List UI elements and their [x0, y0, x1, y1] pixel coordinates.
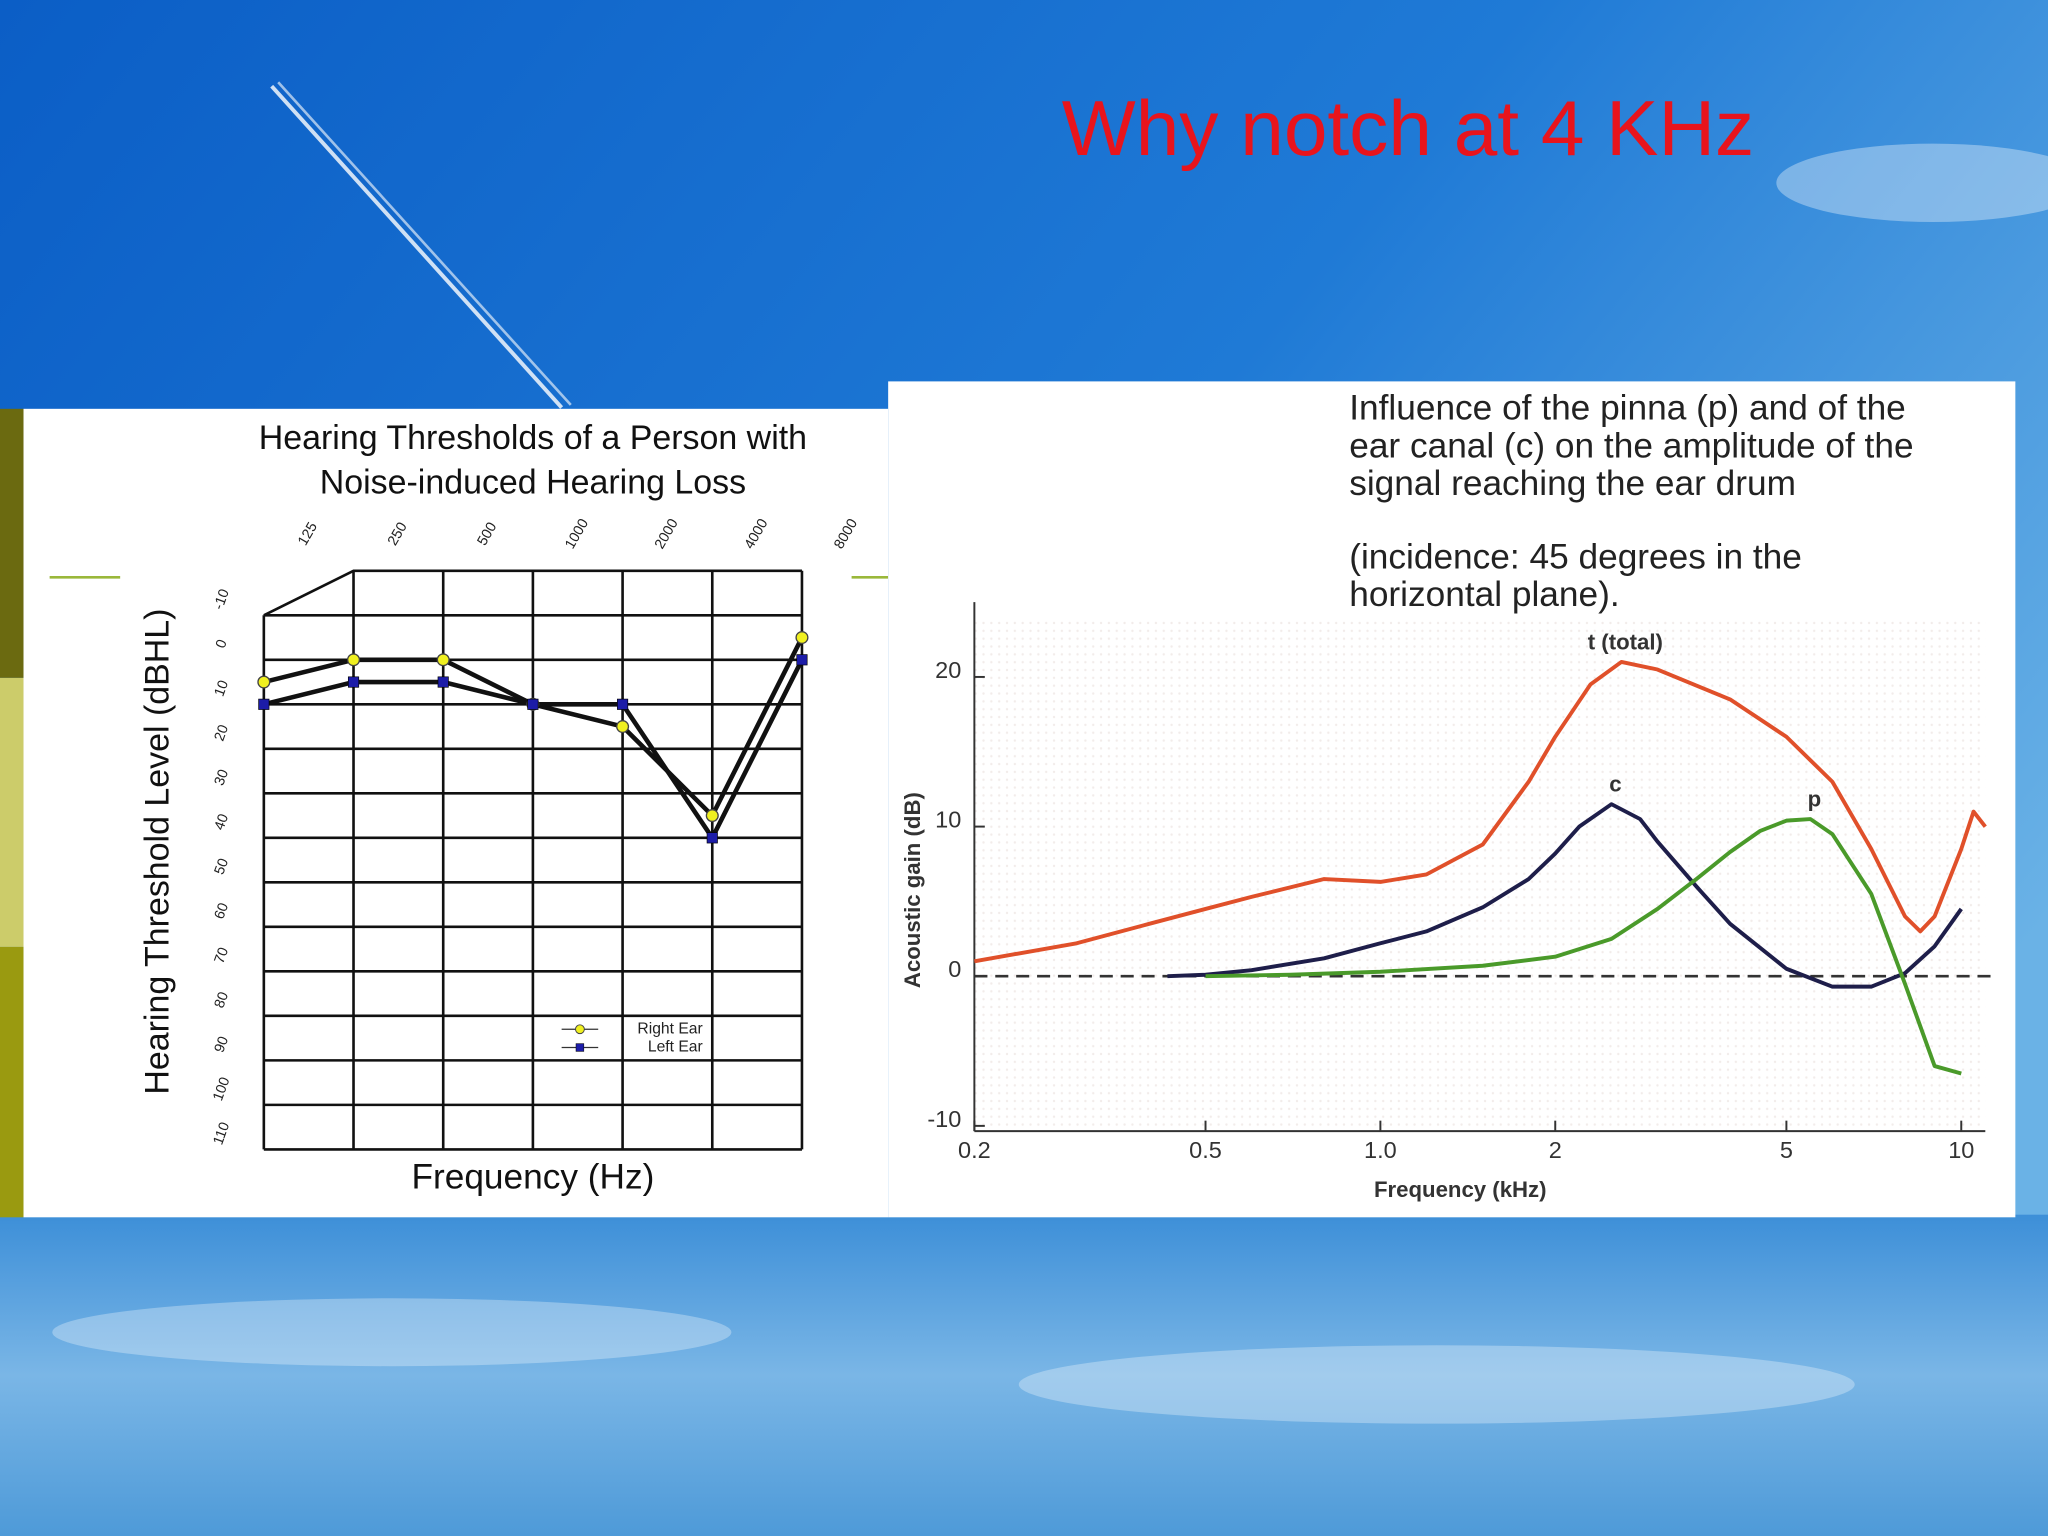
marker [705, 809, 719, 823]
audiogram: Hearing Thresholds of a Person with Noise… [138, 419, 861, 1197]
marker [706, 832, 718, 844]
marker [795, 631, 809, 645]
x-tick-label: 5 [1780, 1137, 1793, 1163]
y-axis-label: Hearing Threshold Level (dBHL) [138, 609, 176, 1095]
legend-label: Right Ear [637, 1020, 702, 1037]
series-label: t (total) [1588, 630, 1663, 655]
y-tick-label: 110 [210, 1120, 233, 1147]
y-tick-label: 30 [212, 767, 233, 787]
marker [617, 698, 629, 710]
sidebar-band [0, 408, 24, 678]
marker [347, 676, 360, 688]
marker [616, 720, 630, 734]
cloud [52, 1298, 732, 1367]
plot-area [974, 620, 1986, 1129]
slide-title: Why notch at 4 KHz [1062, 84, 1754, 172]
marker [527, 698, 539, 710]
y-tick-label: 0 [948, 956, 961, 982]
x-tick-label: 2 [1549, 1137, 1562, 1163]
x-axis-label: Frequency (Hz) [411, 1158, 654, 1197]
marker [436, 653, 450, 667]
marker [258, 698, 270, 710]
y-tick-label: 70 [212, 945, 233, 965]
y-tick-label: -10 [211, 587, 233, 612]
chart-panel [23, 408, 889, 1218]
chart-title: Hearing Thresholds of a Person with [259, 419, 807, 457]
y-tick-label: 60 [212, 901, 233, 921]
series-label: p [1808, 787, 1822, 812]
y-tick-label: 40 [212, 812, 233, 832]
x-tick-label: 1.0 [1364, 1137, 1397, 1163]
chart-title: signal reaching the ear drum [1349, 464, 1796, 503]
legend-marker [575, 1024, 585, 1035]
marker [437, 676, 449, 688]
legend-label: Left Ear [648, 1039, 703, 1056]
cloud [1776, 143, 2048, 223]
legend-marker [575, 1043, 585, 1052]
series-line [1167, 802, 1963, 989]
y-tick-label: 10 [935, 807, 961, 833]
chart-subtitle: (incidence: 45 degrees in the [1349, 537, 1802, 576]
contrail [277, 81, 572, 406]
chart-title: Influence of the pinna (p) and of the [1349, 388, 1906, 427]
y-tick-label: 80 [212, 990, 233, 1010]
x-tick-label: 10 [1948, 1137, 1974, 1163]
x-tick-label: 0.2 [958, 1137, 991, 1163]
marker [346, 653, 361, 667]
series-line [974, 659, 1987, 964]
x-axis-label: Frequency (kHz) [1374, 1177, 1547, 1202]
contrail [270, 84, 564, 409]
marker [796, 654, 808, 666]
x-tick-label: 0.5 [1189, 1137, 1222, 1163]
series-label: c [1609, 772, 1621, 797]
y-tick-label: 100 [210, 1075, 233, 1103]
y-tick-label: 90 [212, 1034, 233, 1054]
y-tick-label: 10 [212, 678, 233, 698]
y-tick-label: 50 [212, 856, 233, 876]
y-tick-label: -10 [927, 1106, 961, 1132]
cloud [1018, 1345, 1855, 1424]
sidebar-band [0, 677, 24, 947]
y-tick-label: 20 [935, 657, 961, 683]
sidebar-band [0, 946, 24, 1218]
y-axis-label: Acoustic gain (dB) [900, 792, 925, 988]
gain-chart: Influence of the pinna (p) and of theear… [900, 388, 1999, 1202]
chart-title: Noise-induced Hearing Loss [320, 464, 746, 502]
marker [257, 675, 271, 689]
background-lower [0, 1214, 2048, 1536]
series-line [1205, 817, 1962, 1076]
chart-subtitle: horizontal plane). [1349, 575, 1619, 614]
chart-title: ear canal (c) on the amplitude of the [1349, 426, 1913, 465]
y-tick-label: 20 [212, 723, 233, 743]
